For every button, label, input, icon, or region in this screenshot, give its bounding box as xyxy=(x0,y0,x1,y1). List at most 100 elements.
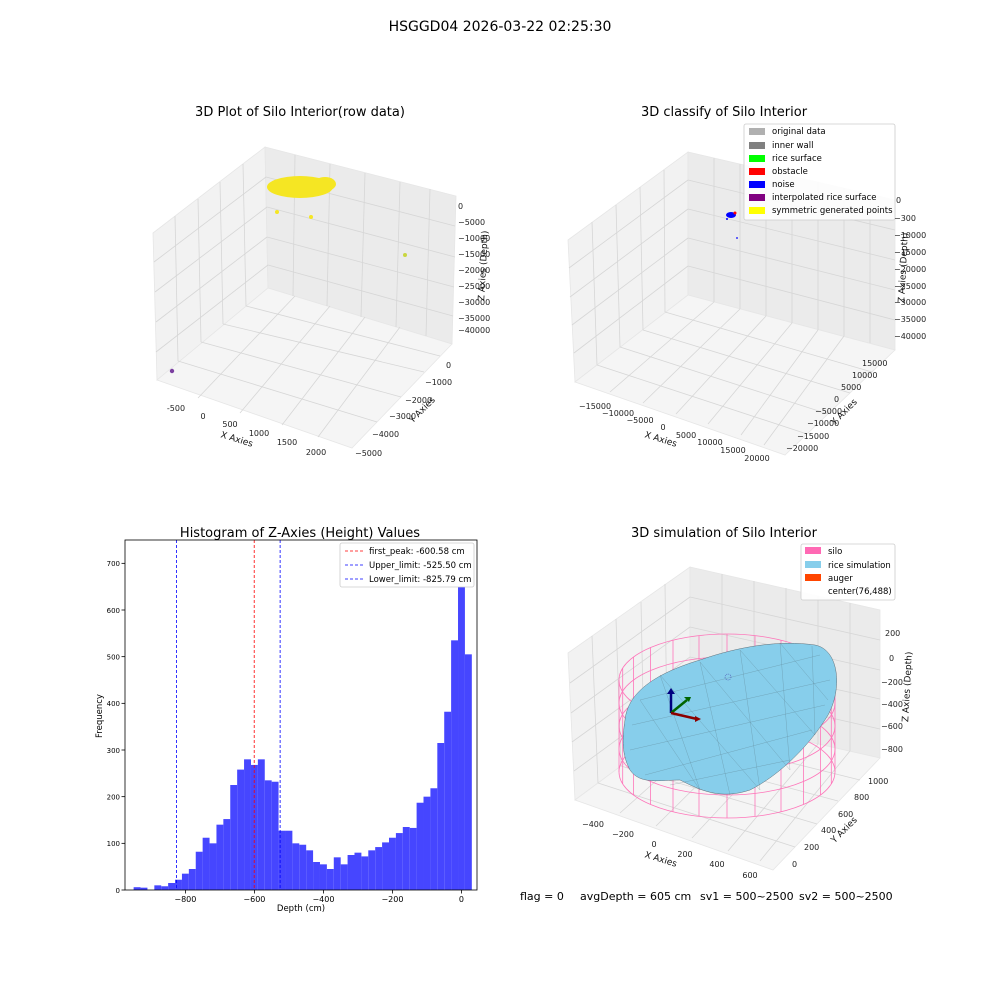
raw-x-tick: 2000 xyxy=(306,448,326,457)
figure-suptitle: HSGGD04 2026-03-22 02:25:30 xyxy=(389,19,612,35)
hist-bars xyxy=(133,559,472,890)
raw-x-tick: 1500 xyxy=(277,438,297,447)
raw-x-tick: 0 xyxy=(200,412,205,421)
simulation-z-tick: −400 xyxy=(881,700,903,709)
hist-legend-frame xyxy=(339,542,475,588)
classify-x-tick: −15000 xyxy=(579,402,611,411)
raw-z-tick: −10000 xyxy=(458,234,490,243)
hist-x-tick: −200 xyxy=(381,895,403,904)
legend-label-silo: silo xyxy=(828,547,842,557)
raw-z-tick: −40000 xyxy=(458,326,490,335)
legend-label-original-data: original data xyxy=(772,127,826,137)
classify-x-tick: 20000 xyxy=(744,454,769,463)
legend-swatch-obstacle xyxy=(749,168,765,175)
legend-label-center: center(76,488) xyxy=(828,587,892,597)
hist-bar xyxy=(209,843,217,890)
raw-x-tick: -500 xyxy=(167,404,185,413)
classify-z-tick: −20000 xyxy=(894,265,926,274)
classify-obstacle-point xyxy=(733,211,737,215)
status-line: flag = 0 avgDepth = 605 cm sv1 = 500~250… xyxy=(520,890,893,903)
hist-bar xyxy=(375,847,383,890)
simulation-x-tick: −400 xyxy=(582,820,604,829)
legend-swatch-rice-surface xyxy=(749,155,765,162)
raw-z-tick: 0 xyxy=(458,202,463,211)
classify-z-tick: 0 xyxy=(896,196,901,205)
hist-bar xyxy=(223,819,231,890)
hist-x-tick: −600 xyxy=(243,895,265,904)
simulation-z-tick: 0 xyxy=(889,654,894,663)
hist-lines xyxy=(176,540,281,890)
raw-outlier-point xyxy=(169,368,175,374)
simulation-y-tick: 200 xyxy=(804,843,819,852)
raw-z-tick: −25000 xyxy=(458,282,490,291)
panel-classify-3d: 3D classify of Silo Interior xyxy=(567,105,926,463)
hist-bar xyxy=(168,883,176,890)
simulation-y-tick: 1000 xyxy=(868,777,888,786)
classify-noise-point xyxy=(726,218,728,220)
raw-z-tick: −20000 xyxy=(458,266,490,275)
classify-x-tick: −5000 xyxy=(626,416,653,425)
hist-bar xyxy=(430,788,438,890)
classify-z-tick: −15000 xyxy=(894,248,926,257)
hist-y-tick: 500 xyxy=(107,653,120,661)
raw-x-tick: 500 xyxy=(222,420,237,429)
raw-z-tick: −15000 xyxy=(458,250,490,259)
legend-label-noise: noise xyxy=(772,180,795,190)
legend-label-symmetric: symmetric generated points xyxy=(772,206,893,216)
classify-z-label: Z Axies (Depth) xyxy=(897,232,911,303)
hist-y-ticks: 0 100 200 300 400 500 600 700 xyxy=(107,560,125,895)
raw-point xyxy=(403,253,407,257)
panel-raw-3d: 3D Plot of Silo Interior(row data) xyxy=(152,105,491,458)
hist-y-tick: 100 xyxy=(107,840,120,848)
hist-bar xyxy=(216,824,224,890)
hist-bar xyxy=(140,887,148,890)
hist-x-ticks: −800 −600 −400 −200 0 xyxy=(174,890,464,904)
hist-bar xyxy=(299,844,307,890)
simulation-title: 3D simulation of Silo Interior xyxy=(631,526,818,541)
hist-bar xyxy=(437,743,445,890)
hist-bar xyxy=(188,869,196,890)
hist-bar xyxy=(354,852,362,890)
simulation-y-tick: 0 xyxy=(792,860,797,869)
hist-bar xyxy=(271,781,279,890)
simulation-y-tick: 400 xyxy=(821,826,836,835)
hist-bar xyxy=(402,827,410,890)
classify-z-tick: −35000 xyxy=(894,315,926,324)
auger-axes xyxy=(667,688,701,722)
hist-bar xyxy=(389,837,396,890)
hist-bar xyxy=(451,640,459,890)
legend-swatch-rice-simulation xyxy=(805,561,821,568)
hist-bar xyxy=(340,864,348,890)
hist-bar xyxy=(409,827,417,890)
hist-bar xyxy=(202,837,210,890)
hist-y-tick: 700 xyxy=(107,560,120,568)
hist-bar xyxy=(395,833,403,890)
raw-point xyxy=(309,215,313,219)
hist-bar xyxy=(423,796,431,890)
status-flag: flag = 0 xyxy=(520,890,564,903)
hist-x-tick: −400 xyxy=(312,895,334,904)
hist-bar xyxy=(181,873,189,890)
classify-y-ticks: 15000 10000 5000 0 −5000 −10000 −15000 −… xyxy=(786,359,887,453)
status-avg-depth: avgDepth = 605 cm xyxy=(580,890,691,903)
hist-legend-label-peak: first_peak: -600.58 cm xyxy=(369,547,465,557)
legend-swatch-original-data xyxy=(749,128,765,135)
histogram-chart: Histogram of Z-Axies (Height) Values −80… xyxy=(95,526,478,914)
hist-y-label: Frequency xyxy=(95,694,105,738)
simulation-x-tick: 600 xyxy=(742,871,757,880)
status-sv2: sv2 = 500~2500 xyxy=(799,890,893,903)
classify-noise-cluster xyxy=(726,212,736,218)
raw-y-tick: −4000 xyxy=(372,430,399,439)
hist-bar xyxy=(230,785,238,890)
hist-y-tick: 0 xyxy=(116,887,120,895)
rice-simulation-surface xyxy=(622,643,837,795)
hist-bar xyxy=(257,759,265,890)
classify-z-tick-partial: −300 xyxy=(894,214,916,223)
hist-bar xyxy=(161,886,169,890)
raw-y-ticks: 0 −1000 −2000 −3000 −4000 −5000 xyxy=(355,361,452,458)
legend-label-auger: auger xyxy=(828,574,853,584)
hist-bar xyxy=(382,842,389,890)
classify-y-tick: 5000 xyxy=(841,383,861,392)
simulation-x-tick: 0 xyxy=(651,840,656,849)
